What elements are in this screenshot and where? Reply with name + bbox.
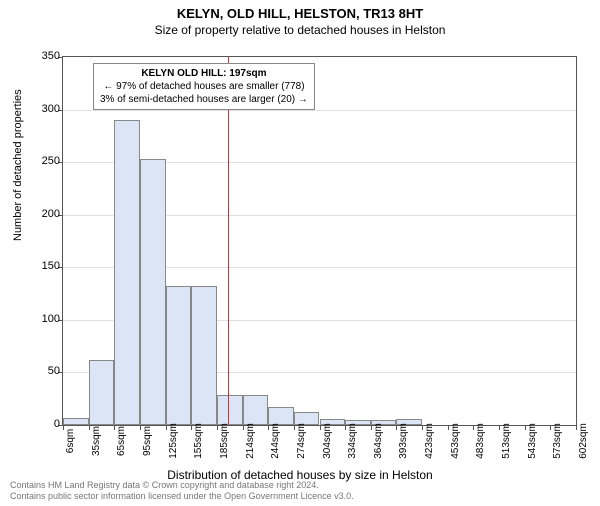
annotation-line-2: 3% of semi-detached houses are larger (2… — [100, 93, 308, 106]
xtick-label: 95sqm — [142, 426, 153, 456]
histogram-bar — [243, 395, 269, 425]
xtick-label: 185sqm — [219, 423, 230, 459]
annotation-line-1: ← 97% of detached houses are smaller (77… — [100, 80, 308, 93]
xtick-label: 364sqm — [373, 423, 384, 459]
footer-attribution: Contains HM Land Registry data © Crown c… — [10, 480, 354, 502]
xtick-label: 602sqm — [578, 423, 589, 459]
xtick-label: 125sqm — [168, 423, 179, 459]
xtick-mark — [448, 425, 449, 430]
xtick-mark — [422, 425, 423, 430]
xtick-label: 483sqm — [475, 423, 486, 459]
xtick-mark — [166, 425, 167, 430]
xtick-label: 573sqm — [552, 423, 563, 459]
xtick-label: 244sqm — [270, 423, 281, 459]
xtick-mark — [320, 425, 321, 430]
xtick-mark — [345, 425, 346, 430]
ytick-label: 0 — [30, 418, 60, 430]
ytick-label: 100 — [30, 313, 60, 325]
ytick-label: 250 — [30, 155, 60, 167]
annotation-box: KELYN OLD HILL: 197sqm← 97% of detached … — [93, 63, 315, 110]
property-marker-line — [228, 57, 229, 425]
histogram-bar — [217, 395, 243, 425]
annotation-title: KELYN OLD HILL: 197sqm — [100, 67, 308, 80]
xtick-mark — [525, 425, 526, 430]
footer-line-1: Contains HM Land Registry data © Crown c… — [10, 480, 354, 491]
chart-plot-area: KELYN OLD HILL: 197sqm← 97% of detached … — [62, 56, 577, 426]
xtick-label: 214sqm — [245, 423, 256, 459]
chart-subtitle: Size of property relative to detached ho… — [0, 23, 600, 37]
xtick-label: 334sqm — [347, 423, 358, 459]
histogram-bar — [166, 286, 192, 425]
ytick-label: 50 — [30, 365, 60, 377]
histogram-bar — [191, 286, 217, 425]
xtick-label: 155sqm — [193, 423, 204, 459]
xtick-label: 453sqm — [450, 423, 461, 459]
histogram-bar — [63, 418, 89, 425]
xtick-label: 393sqm — [398, 423, 409, 459]
xtick-label: 6sqm — [65, 429, 76, 453]
xtick-mark — [243, 425, 244, 430]
xtick-mark — [499, 425, 500, 430]
histogram-bar — [114, 120, 140, 425]
chart-title: KELYN, OLD HILL, HELSTON, TR13 8HT — [0, 6, 600, 21]
ytick-label: 200 — [30, 208, 60, 220]
xtick-mark — [371, 425, 372, 430]
xtick-label: 304sqm — [322, 423, 333, 459]
histogram-bar — [140, 159, 166, 425]
xtick-mark — [576, 425, 577, 430]
footer-line-2: Contains public sector information licen… — [10, 491, 354, 502]
xtick-mark — [63, 425, 64, 430]
xtick-label: 274sqm — [296, 423, 307, 459]
ytick-label: 150 — [30, 260, 60, 272]
xtick-label: 513sqm — [501, 423, 512, 459]
histogram-bar — [89, 360, 115, 425]
xtick-mark — [89, 425, 90, 430]
ytick-label: 350 — [30, 50, 60, 62]
xtick-mark — [294, 425, 295, 430]
ytick-label: 300 — [30, 103, 60, 115]
xtick-mark — [217, 425, 218, 430]
xtick-label: 423sqm — [424, 423, 435, 459]
xtick-mark — [140, 425, 141, 430]
xtick-label: 65sqm — [116, 426, 127, 456]
xtick-label: 35sqm — [91, 426, 102, 456]
y-axis-label: Number of detached properties — [12, 89, 24, 241]
xtick-label: 543sqm — [527, 423, 538, 459]
